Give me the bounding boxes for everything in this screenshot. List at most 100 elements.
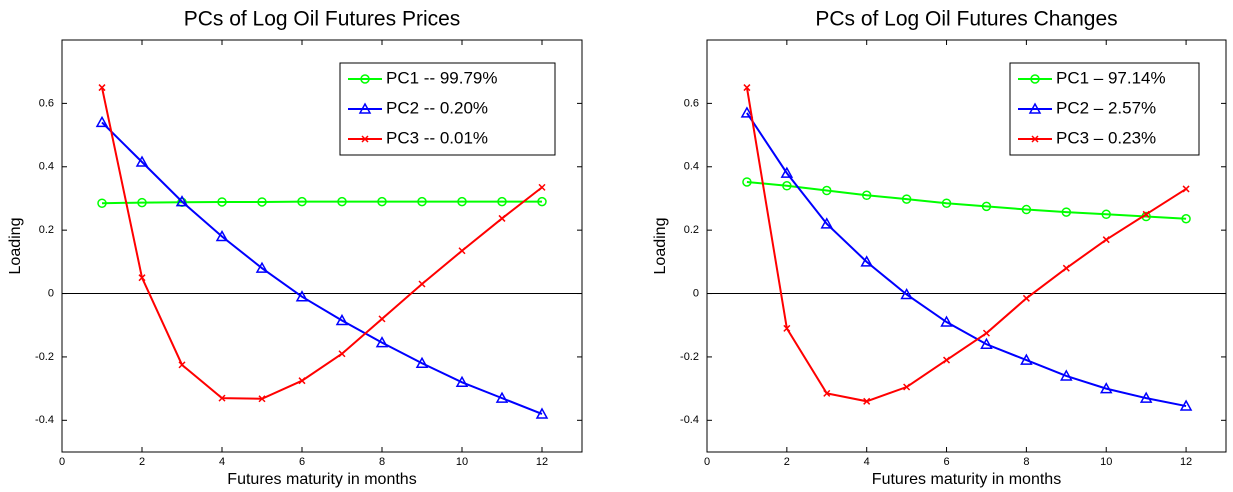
marker bbox=[863, 397, 871, 405]
marker bbox=[943, 356, 951, 364]
marker bbox=[497, 196, 507, 207]
line bbox=[101, 121, 543, 415]
x-tick-label: 8 bbox=[379, 456, 385, 468]
y-axis-label: Loading bbox=[652, 218, 669, 275]
legend-marker-shape bbox=[358, 102, 372, 114]
marker bbox=[418, 280, 426, 288]
marker bbox=[457, 196, 467, 207]
marker bbox=[377, 196, 387, 207]
marker bbox=[1179, 399, 1193, 411]
marker bbox=[1060, 369, 1073, 381]
marker bbox=[1062, 264, 1070, 272]
marker bbox=[1181, 213, 1191, 224]
line bbox=[746, 112, 1187, 408]
x-tick-label: 0 bbox=[704, 456, 710, 468]
marker bbox=[1021, 204, 1032, 215]
marker bbox=[1101, 209, 1111, 220]
y-tick-label: 0.4 bbox=[684, 161, 699, 173]
marker bbox=[255, 261, 269, 273]
y-tick-label: 0.4 bbox=[39, 161, 54, 173]
marker bbox=[980, 337, 993, 349]
line bbox=[101, 200, 542, 205]
legend-marker bbox=[1030, 74, 1040, 84]
marker bbox=[335, 313, 349, 326]
legend-label: PC3 – 0.23% bbox=[1056, 128, 1156, 147]
y-tick-label: 0.2 bbox=[684, 224, 699, 236]
marker bbox=[218, 394, 226, 402]
marker bbox=[257, 197, 267, 207]
marker bbox=[95, 115, 109, 128]
legend-label: PC1 -- 99.79% bbox=[386, 68, 498, 87]
plot-frame bbox=[61, 39, 583, 453]
marker bbox=[1061, 207, 1072, 217]
marker bbox=[298, 377, 306, 385]
line bbox=[101, 87, 543, 400]
marker bbox=[982, 329, 990, 337]
marker bbox=[138, 274, 146, 282]
x-tick-label: 6 bbox=[943, 456, 949, 468]
marker bbox=[338, 350, 346, 358]
marker bbox=[297, 196, 307, 207]
y-tick-label: 0 bbox=[693, 287, 699, 299]
legend-label: PC2 – 2.57% bbox=[1056, 98, 1156, 117]
marker bbox=[780, 166, 794, 178]
marker bbox=[901, 194, 912, 204]
y-tick-label: 0.6 bbox=[39, 97, 54, 109]
legend-marker bbox=[361, 135, 369, 143]
y-tick-label: -0.4 bbox=[35, 414, 54, 426]
legend-marker-shape bbox=[360, 74, 370, 84]
marker bbox=[1102, 236, 1110, 244]
legend-marker bbox=[360, 74, 370, 84]
chart-title: PCs of Log Oil Futures Prices bbox=[184, 8, 461, 31]
chart: PCs of Log Oil Futures Prices Futures mat… bbox=[7, 8, 583, 488]
x-tick-label: 10 bbox=[1100, 456, 1112, 468]
marker bbox=[98, 84, 106, 92]
marker bbox=[1139, 391, 1153, 403]
marker bbox=[742, 177, 752, 187]
marker bbox=[822, 185, 832, 196]
y-axis-label: Loading bbox=[7, 218, 24, 275]
marker bbox=[537, 196, 547, 207]
marker bbox=[783, 324, 791, 332]
marker bbox=[820, 217, 834, 229]
chart-title: PCs of Log Oil Futures Changes bbox=[815, 8, 1117, 31]
legend-label: PC2 -- 0.20% bbox=[386, 98, 488, 117]
marker bbox=[1142, 210, 1150, 218]
marker bbox=[375, 336, 389, 348]
marker bbox=[743, 84, 751, 92]
marker bbox=[458, 247, 466, 255]
marker bbox=[455, 375, 469, 388]
y-tick-label: 0 bbox=[48, 287, 54, 299]
marker bbox=[337, 196, 347, 207]
marker bbox=[740, 106, 754, 118]
marker bbox=[900, 287, 913, 300]
marker bbox=[1182, 185, 1190, 193]
marker bbox=[981, 201, 992, 212]
legend-marker-shape bbox=[1028, 102, 1042, 114]
x-axis-label: Futures maturity in months bbox=[872, 471, 1061, 488]
marker bbox=[175, 195, 189, 207]
x-tick-label: 2 bbox=[784, 456, 790, 468]
legend-label: PC1 – 97.14% bbox=[1056, 68, 1166, 87]
marker bbox=[823, 389, 831, 397]
x-tick-label: 12 bbox=[1180, 456, 1192, 468]
x-tick-label: 0 bbox=[59, 456, 65, 468]
x-tick-label: 6 bbox=[299, 456, 305, 468]
legend-marker bbox=[1031, 135, 1039, 143]
marker bbox=[215, 229, 229, 242]
plot-frame bbox=[706, 39, 1227, 453]
marker bbox=[178, 361, 186, 369]
chart: PCs of Log Oil Futures Changes Futures ma… bbox=[652, 8, 1227, 488]
marker bbox=[1099, 382, 1113, 394]
marker bbox=[415, 356, 429, 369]
marker bbox=[535, 407, 549, 419]
marker bbox=[135, 155, 149, 167]
x-tick-label: 4 bbox=[864, 456, 870, 468]
marker bbox=[258, 395, 266, 403]
x-tick-label: 8 bbox=[1023, 456, 1029, 468]
x-tick-label: 2 bbox=[139, 456, 145, 468]
y-tick-label: -0.2 bbox=[680, 351, 699, 363]
x-tick-label: 10 bbox=[456, 456, 468, 468]
x-axis-label: Futures maturity in months bbox=[227, 471, 416, 488]
